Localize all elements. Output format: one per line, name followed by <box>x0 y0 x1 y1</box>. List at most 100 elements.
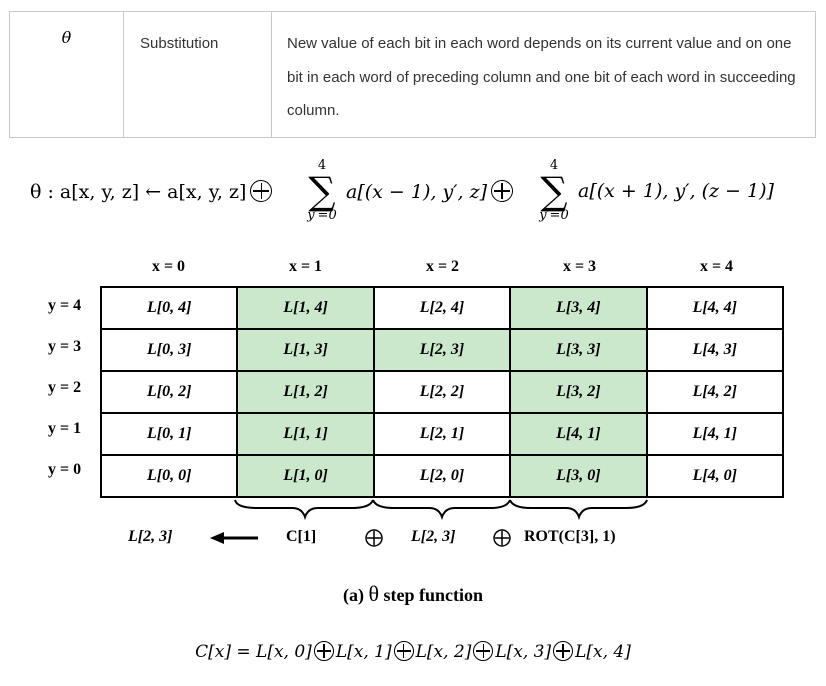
state-grid: L[0, 4] L[1, 4] L[2, 4] L[3, 4] L[4, 4] … <box>99 286 785 498</box>
row-header-y1: y = 1 <box>48 420 82 437</box>
formula-lhs-text: θ : a[x, y, z] ← a[x, y, z] <box>30 181 247 203</box>
sum2-lower: y′=0 <box>539 208 569 223</box>
row-header-y2: y = 2 <box>48 379 82 396</box>
table-row: θ Substitution New value of each bit in … <box>9 11 816 138</box>
row-header-y3: y = 3 <box>48 338 82 355</box>
term-l-label: L[2, 3] <box>411 528 456 545</box>
sum1-upper: 4 <box>317 158 327 173</box>
lane-cell-highlighted: L[1, 3] <box>236 328 375 372</box>
formula-term1: a[(x − 1), y′, z] <box>346 180 517 203</box>
lane-label: L[0, 1] <box>146 425 192 442</box>
xor-operator <box>393 641 414 661</box>
lane-label: L[4, 1] <box>692 425 737 442</box>
lane-label: L[1, 0] <box>283 467 328 484</box>
xor-operator <box>250 180 273 202</box>
parity-term: L[x, 3] <box>495 642 552 662</box>
parity-term: L[x, 4] <box>575 642 631 662</box>
lane-cell-highlighted: L[3, 4] <box>509 286 648 330</box>
lane-cell-highlighted: L[1, 2] <box>236 370 375 414</box>
col-header-x2: x = 2 <box>425 258 460 275</box>
formula-term2: a[(x + 1), y′, (z − 1)] <box>578 180 774 202</box>
lane-cell: L[4, 1] <box>645 412 785 456</box>
row-header-y0: y = 0 <box>48 461 82 478</box>
lane-cell-highlighted: L[4, 1] <box>509 412 648 456</box>
sum-symbol-2: 4 ∑ y′=0 <box>530 158 578 223</box>
grid-row-y1: L[0, 1] L[1, 1] L[2, 1] L[4, 1] L[4, 1] <box>99 412 785 456</box>
sum1-lower: y′=0 <box>307 208 337 223</box>
lane-label: L[0, 0] <box>146 467 192 484</box>
lane-label: L[2, 2] <box>419 383 465 400</box>
grid-row-y0: L[0, 0] L[1, 0] L[2, 0] L[3, 0] L[4, 0] <box>99 454 785 498</box>
term2-text: a[(x + 1), y′, (z − 1)] <box>578 180 774 202</box>
lane-cell: L[4, 4] <box>645 286 785 330</box>
lane-label: L[0, 2] <box>146 383 192 400</box>
step-description: New value of each bit in each word depen… <box>271 11 816 138</box>
brace-column-1 <box>234 499 374 520</box>
lane-label: L[0, 4] <box>146 299 192 316</box>
equation-term-c: C[1] <box>286 528 317 545</box>
lane-cell: L[4, 2] <box>645 370 785 414</box>
xor-icon <box>493 529 511 547</box>
lane-cell-highlighted: L[1, 1] <box>236 412 375 456</box>
lane-label: L[2, 0] <box>419 467 465 484</box>
theta-formula: θ : a[x, y, z] ← a[x, y, z] 4 ∑ y′=0 a[(… <box>30 158 810 228</box>
lane-cell: L[0, 3] <box>99 328 239 372</box>
brace-column-3 <box>509 499 648 520</box>
lane-label: L[4, 1] <box>556 425 601 442</box>
xor-operator <box>473 641 494 661</box>
parity-lhs: C[x] = L[x, 0] <box>195 642 312 662</box>
xor-operator <box>313 641 334 661</box>
equation-term-rot: ROT(C[3], 1) <box>524 528 616 545</box>
lane-cell: L[0, 4] <box>99 286 239 330</box>
lane-cell: L[2, 1] <box>372 412 512 456</box>
lane-cell-highlighted: L[1, 0] <box>236 454 375 498</box>
lane-cell-highlighted: L[3, 0] <box>509 454 648 498</box>
xor-operator <box>553 641 574 661</box>
lane-label: L[4, 2] <box>692 383 737 400</box>
lane-cell: L[4, 3] <box>645 328 785 372</box>
row-header-y4: y = 4 <box>48 297 82 314</box>
lane-label: L[4, 3] <box>692 341 737 358</box>
parity-term: L[x, 2] <box>415 642 472 662</box>
lane-cell: L[2, 0] <box>372 454 512 498</box>
grid-row-y4: L[0, 4] L[1, 4] L[2, 4] L[3, 4] L[4, 4] <box>99 286 785 330</box>
sigma-glyph: ∑ <box>308 169 336 213</box>
xor-operator <box>491 180 513 202</box>
equation-term-l: L[2, 3] <box>411 528 455 546</box>
left-arrow-icon <box>210 532 258 544</box>
lane-cell: L[0, 0] <box>99 454 239 498</box>
formula-lhs: θ : a[x, y, z] ← a[x, y, z] <box>30 180 276 203</box>
lane-label: L[3, 0] <box>556 467 601 484</box>
caption-suffix: step function <box>383 585 484 605</box>
lane-label: L[1, 3] <box>283 341 328 358</box>
result-label: L[2, 3] <box>128 528 173 545</box>
lane-label: L[2, 4] <box>419 299 465 316</box>
lane-label: L[3, 4] <box>556 299 601 316</box>
sigma-glyph: ∑ <box>540 169 568 213</box>
col-header-x4: x = 4 <box>699 258 734 275</box>
lane-cell-highlighted: L[3, 2] <box>509 370 648 414</box>
parity-term: L[x, 1] <box>335 642 392 662</box>
lane-cell-highlighted: L[1, 4] <box>236 286 375 330</box>
grid-row-y2: L[0, 2] L[1, 2] L[2, 2] L[3, 2] L[4, 2] <box>99 370 785 414</box>
lane-label: L[4, 0] <box>692 467 737 484</box>
lane-cell: L[2, 4] <box>372 286 512 330</box>
lane-label: L[2, 1] <box>419 425 465 442</box>
lane-cell: L[0, 2] <box>99 370 239 414</box>
lane-cell: L[2, 2] <box>372 370 512 414</box>
lane-label: L[0, 3] <box>146 341 192 358</box>
step-type: Substitution <box>123 11 272 138</box>
lane-label: L[2, 3] <box>419 341 465 358</box>
lane-label: L[1, 4] <box>283 299 328 316</box>
col-header-x0: x = 0 <box>151 258 186 275</box>
brace-column-2 <box>372 499 511 520</box>
lane-label: L[1, 1] <box>283 425 328 442</box>
equation-result: L[2, 3] <box>128 528 172 546</box>
lane-cell-highlighted: L[3, 3] <box>509 328 648 372</box>
column-parity-formula: C[x] = L[x, 0] L[x, 1] L[x, 2] L[x, 3] L[x, … <box>0 641 826 662</box>
xor-icon <box>365 529 383 547</box>
lane-cell-highlighted: L[2, 3] <box>372 328 512 372</box>
lane-label: L[3, 3] <box>556 341 601 358</box>
description-table: θ Substitution New value of each bit in … <box>9 11 816 138</box>
lane-cell: L[0, 1] <box>99 412 239 456</box>
